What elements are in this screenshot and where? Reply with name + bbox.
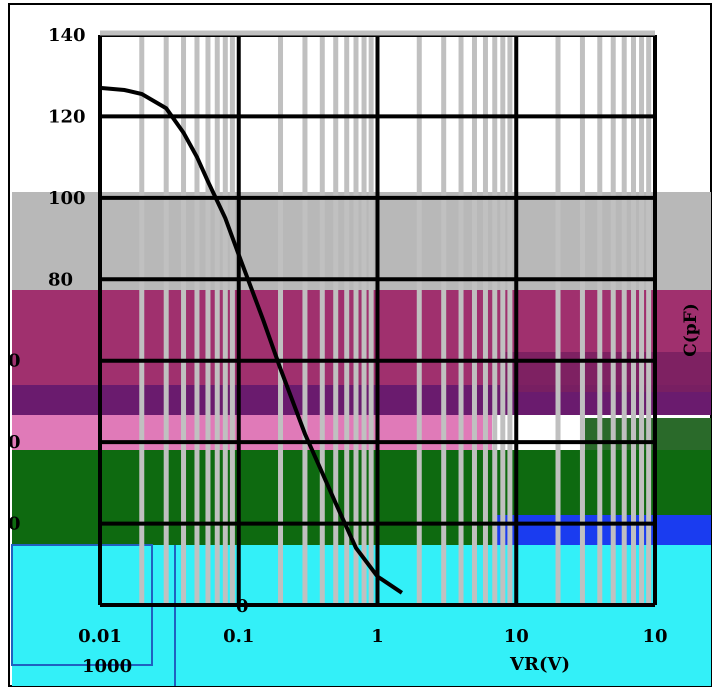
x-tick-labels: 0.01 0.1 1 10 10 [78, 626, 667, 647]
series-line [99, 85, 404, 595]
y-tick-labels: 140 120 100 80 0 0 0 [8, 25, 86, 535]
band-blue [495, 515, 711, 545]
y-axis-label: C(pF) [681, 303, 701, 357]
x-tick-label: 10 [642, 626, 667, 647]
band-right-noise [500, 352, 711, 392]
band-cyan [12, 545, 711, 686]
fragment-bottom-left: 1000 [82, 656, 132, 677]
y-tick-label: 140 [48, 25, 86, 46]
plot-grid [98, 30, 657, 607]
y-tick-label: 120 [48, 106, 86, 127]
y-tick-label: 100 [48, 188, 86, 209]
y-tick-label: 0 [8, 432, 21, 453]
glitch-bands [11, 192, 711, 686]
y-tick-label: 0 [8, 351, 21, 372]
x-tick-label: 0.01 [78, 626, 122, 647]
band-pink [12, 415, 492, 450]
x-axis-label: VR(V) [509, 654, 570, 675]
y-tick-label: 0 [8, 514, 21, 535]
fragment-zero: 0 [236, 596, 249, 617]
x-tick-label: 10 [504, 626, 529, 647]
x-tick-label: 1 [371, 626, 384, 647]
y-tick-label: 80 [48, 269, 73, 290]
x-tick-label: 0.1 [223, 626, 254, 647]
band-grey [12, 192, 711, 292]
